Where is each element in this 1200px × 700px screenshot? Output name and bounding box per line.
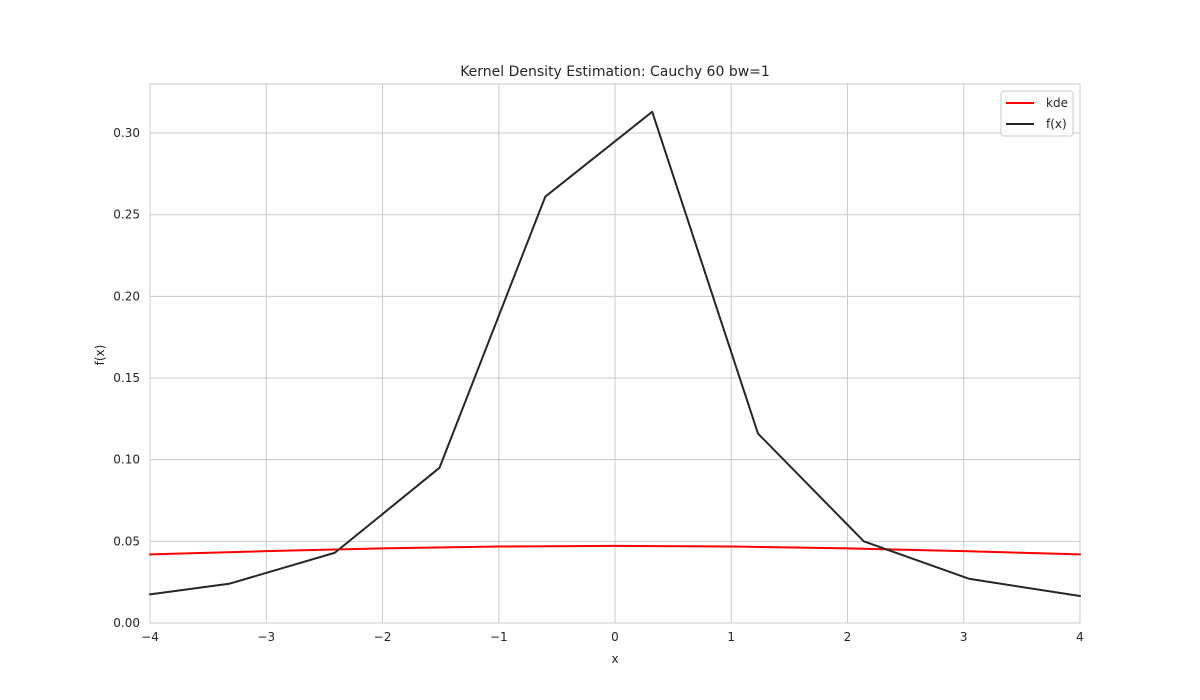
y-tick-label: 0.10 [113, 453, 140, 467]
series-line-kde [149, 544, 1081, 556]
x-tick-labels: −4 −3 −2 −1 0 1 2 3 4 [141, 630, 1084, 644]
grid [149, 84, 1081, 624]
x-axis-label: x [611, 652, 618, 666]
y-tick-label: 0.00 [113, 616, 140, 630]
x-tick-label: 1 [727, 630, 735, 644]
y-axis-label: f(x) [93, 345, 107, 366]
plot-frame [149, 83, 1081, 624]
y-tick-label: 0.25 [113, 208, 140, 222]
y-tick-label: 0.05 [113, 534, 140, 548]
x-tick-label: 2 [844, 630, 852, 644]
x-tick-label: 0 [611, 630, 619, 644]
y-tick-label: 0.20 [113, 289, 140, 303]
x-tick-label: −4 [141, 630, 159, 644]
y-tick-labels: 0.00 0.05 0.10 0.15 0.20 0.25 0.30 [113, 126, 140, 630]
legend-label-fx: f(x) [1046, 117, 1067, 131]
series-line-f-x [149, 110, 1081, 598]
legend: kde f(x) [1000, 90, 1074, 137]
x-tick-label: 4 [1076, 630, 1084, 644]
x-tick-label: −1 [490, 630, 508, 644]
series-layer [149, 110, 1081, 598]
x-tick-label: −3 [257, 630, 275, 644]
x-tick-label: 3 [960, 630, 968, 644]
chart-title: Kernel Density Estimation: Cauchy 60 bw=… [460, 64, 770, 80]
y-tick-label: 0.30 [113, 126, 140, 140]
legend-label-kde: kde [1046, 96, 1068, 110]
y-tick-label: 0.15 [113, 371, 140, 385]
x-tick-label: −2 [374, 630, 392, 644]
